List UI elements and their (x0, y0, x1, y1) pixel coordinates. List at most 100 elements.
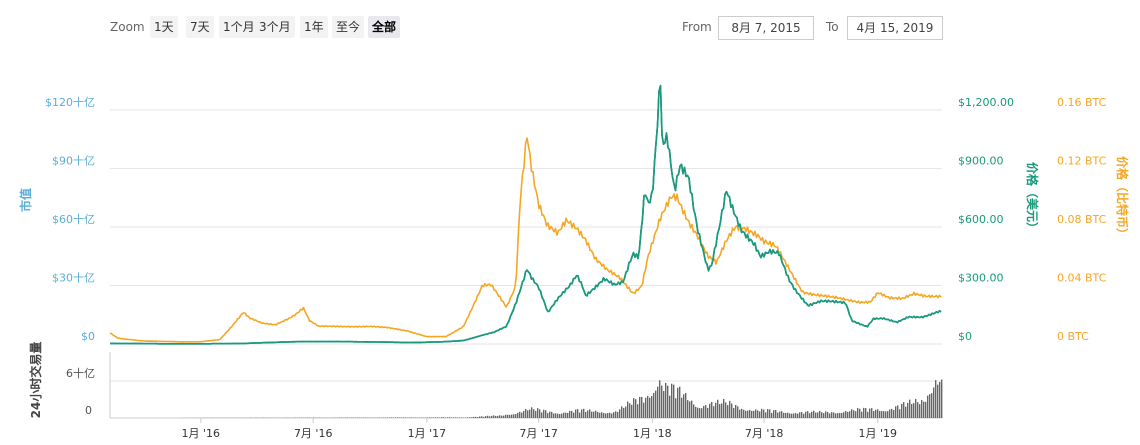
volume-bar (901, 403, 903, 418)
volume-bar (751, 410, 753, 418)
volume-bar (507, 414, 509, 418)
volume-bar (883, 411, 885, 418)
market-cap-tick-label: $0 (81, 330, 95, 343)
volume-bar (645, 397, 647, 418)
volume-bar (483, 416, 485, 418)
volume-bar (549, 411, 551, 418)
volume-bar (805, 411, 807, 418)
volume-bar (563, 412, 565, 418)
volume-bar (603, 412, 605, 418)
x-tick-label: 7月 '16 (294, 427, 333, 440)
volume-bar (837, 413, 839, 418)
volume-bar (703, 405, 705, 418)
zoom-3m-button[interactable]: 3个月 (255, 16, 295, 38)
volume-bar (863, 407, 865, 418)
volume-bar (447, 417, 449, 418)
zoom-all-button[interactable]: 全部 (368, 16, 401, 38)
volume-bar (847, 411, 849, 418)
volume-bar (839, 413, 841, 418)
volume-bar (479, 416, 481, 418)
volume-bar (931, 393, 933, 418)
to-date-input[interactable]: 4月 15, 2019 (847, 16, 943, 40)
from-date-input[interactable]: 8月 7, 2015 (718, 16, 814, 40)
price-usd-tick-label: $300.00 (958, 272, 1004, 285)
volume-bar (815, 412, 817, 418)
volume-bar (725, 402, 727, 418)
price-btc-tick-label: 0.04 BTC (1057, 272, 1107, 285)
volume-bar (637, 404, 639, 418)
volume-bar (659, 380, 661, 418)
zoom-ytd-button[interactable]: 至今 (332, 16, 365, 38)
volume-bar (875, 409, 877, 418)
volume-bar (437, 417, 439, 418)
volume-bar (539, 409, 541, 418)
market-cap-axis-title: 市值 (18, 188, 33, 212)
volume-bar (559, 413, 561, 418)
volume-bar (871, 408, 873, 418)
volume-bar (571, 410, 573, 418)
volume-bar (757, 410, 759, 418)
volume-bar (543, 409, 545, 418)
volume-bar (587, 410, 589, 418)
volume-bar (593, 411, 595, 418)
volume-bar (535, 410, 537, 418)
volume-bar (745, 410, 747, 418)
volume-bar (807, 411, 809, 418)
zoom-1y-button[interactable]: 1年 (300, 16, 328, 38)
volume-bar (709, 403, 711, 418)
volume-bar (853, 410, 855, 418)
price-btc-tick-label: 0.12 BTC (1057, 155, 1107, 168)
volume-bar (443, 417, 445, 418)
volume-bar (383, 417, 385, 418)
volume-bar (511, 414, 513, 418)
volume-bar (691, 400, 693, 418)
volume-bar (351, 417, 353, 418)
volume-bar (849, 411, 851, 418)
volume-bar (497, 415, 499, 418)
volume-bar (591, 411, 593, 418)
zoom-1d-button[interactable]: 1天 (150, 16, 178, 38)
volume-bar (851, 409, 853, 418)
volume-bar (611, 413, 613, 418)
volume-bar (689, 401, 691, 418)
volume-bar (553, 413, 555, 418)
volume-bar (763, 409, 765, 418)
zoom-1m-button[interactable]: 1个月 (219, 16, 259, 38)
volume-bar (699, 408, 701, 418)
volume-bar (903, 402, 905, 418)
volume-bar (731, 403, 733, 418)
volume-bar (469, 417, 471, 418)
volume-bar (877, 409, 879, 418)
volume-bar (755, 409, 757, 418)
price-usd-line-top (110, 84, 942, 345)
volume-bar (859, 408, 861, 418)
to-label: To (826, 20, 839, 34)
volume-bar (663, 391, 665, 418)
volume-bar (597, 411, 599, 418)
volume-bar (429, 417, 431, 418)
market-cap-tick-label: $60十亿 (52, 212, 95, 226)
volume-bar (653, 392, 655, 418)
volume-bar (821, 412, 823, 418)
volume-bar (677, 387, 679, 418)
volume-bar (583, 408, 585, 418)
volume-bar (717, 399, 719, 418)
volume-bar (829, 413, 831, 418)
volume-bar (617, 411, 619, 418)
volume-bar (389, 417, 391, 418)
volume-bar (765, 412, 767, 418)
volume-bar (799, 412, 801, 418)
volume-bar (781, 411, 783, 418)
volume-bar (881, 411, 883, 418)
volume-bar (723, 399, 725, 418)
volume-bar (707, 407, 709, 418)
volume-bar (619, 409, 621, 418)
volume-bar (809, 413, 811, 418)
volume-bar (789, 413, 791, 418)
volume-bar (939, 381, 941, 418)
zoom-7d-button[interactable]: 7天 (186, 16, 214, 38)
volume-bar (405, 417, 407, 418)
volume-bar (775, 409, 777, 418)
x-tick-label: 7月 '18 (745, 427, 784, 440)
volume-bar (631, 404, 633, 418)
